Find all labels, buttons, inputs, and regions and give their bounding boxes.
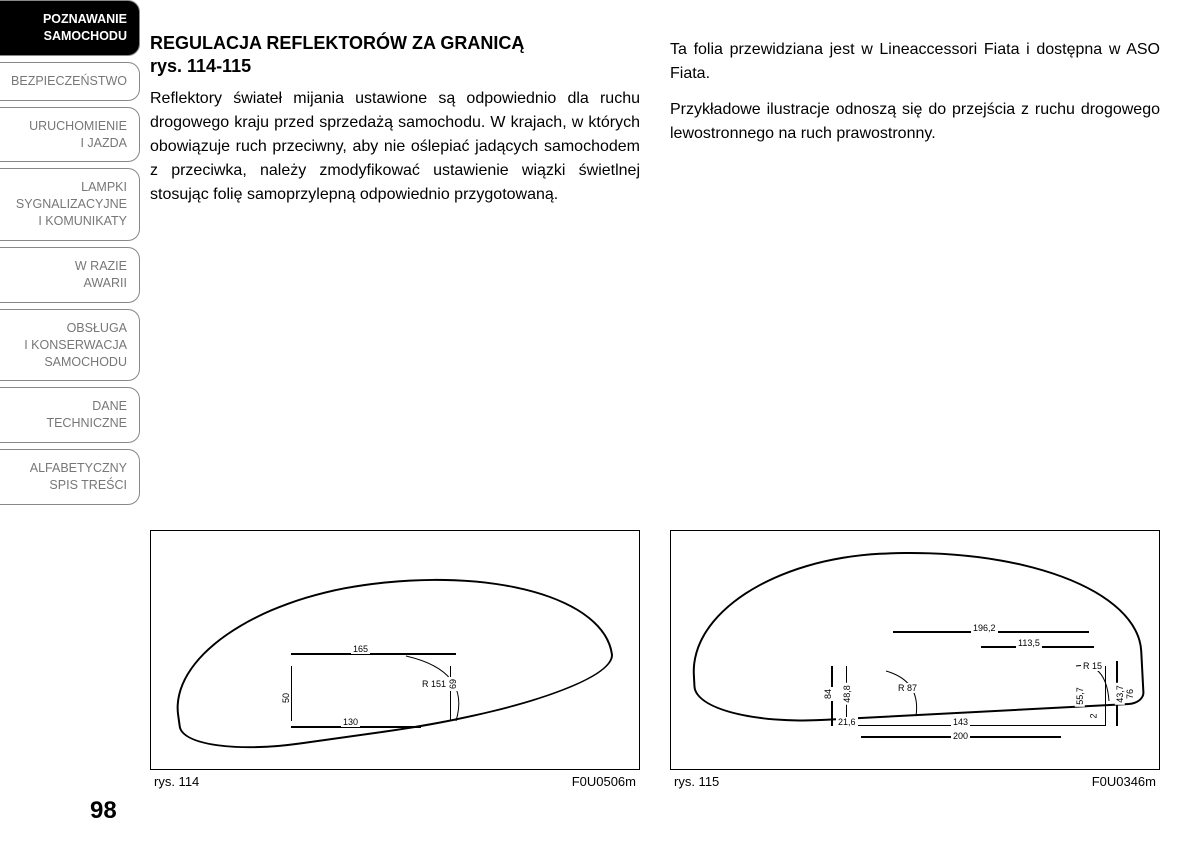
tab-label: TECHNICZNE	[8, 415, 127, 432]
tab-label: ALFABETYCZNY	[8, 460, 127, 477]
tab-label: I KONSERWACJA	[8, 337, 127, 354]
tab-label: SAMOCHODU	[8, 28, 127, 45]
dim-label: R 15	[1081, 661, 1104, 671]
dim-label: 43,7	[1115, 683, 1125, 705]
right-column: Ta folia przewidziana jest w Lineaccesso…	[670, 32, 1160, 207]
radius-arc	[401, 651, 491, 731]
body-paragraph: Reflektory świateł mijania ustawione są …	[150, 87, 640, 207]
tab-label: SAMOCHODU	[8, 354, 127, 371]
dim-label: 200	[951, 731, 970, 741]
dim-label: 21,6	[836, 717, 858, 727]
caption-right: F0U0506m	[572, 774, 636, 789]
heading-line: rys. 114-115	[150, 55, 640, 78]
dim-label: 48,8	[842, 683, 852, 705]
tab-dane[interactable]: DANE TECHNICZNE	[0, 387, 140, 443]
tab-label: SPIS TREŚCI	[8, 477, 127, 494]
tab-label: BEZPIECZEŃSTWO	[8, 73, 127, 90]
dim-label: 69	[448, 677, 458, 691]
headlight-outline	[163, 551, 620, 761]
radius-arc	[881, 666, 941, 726]
dim-label: 55,7	[1075, 685, 1085, 707]
heading-line: REGULACJA REFLEKTORÓW ZA GRANICĄ	[150, 32, 640, 55]
body-paragraph: Przykładowe ilustracje odnoszą się do pr…	[670, 98, 1160, 146]
figure-frame: 165 130 R 151 50 69	[150, 530, 640, 770]
tab-label: OBSŁUGA	[8, 320, 127, 337]
tab-uruchomienie[interactable]: URUCHOMIENIE I JAZDA	[0, 107, 140, 163]
tab-poznawanie[interactable]: POZNAWANIE SAMOCHODU	[0, 0, 140, 56]
dim-label: 143	[951, 717, 970, 727]
figure-114: 165 130 R 151 50 69 rys. 114 F0U0506m	[150, 530, 640, 789]
tab-label: DANE	[8, 398, 127, 415]
tab-label: LAMPKI	[8, 179, 127, 196]
main-content: REGULACJA REFLEKTORÓW ZA GRANICĄ rys. 11…	[150, 32, 1180, 207]
section-heading: REGULACJA REFLEKTORÓW ZA GRANICĄ rys. 11…	[150, 32, 640, 79]
tab-spis[interactable]: ALFABETYCZNY SPIS TREŚCI	[0, 449, 140, 505]
dim-label: 76	[1125, 687, 1135, 701]
dim-label: 84	[823, 687, 833, 701]
body-paragraph: Ta folia przewidziana jest w Lineaccesso…	[670, 38, 1160, 86]
figure-caption: rys. 115 F0U0346m	[670, 774, 1160, 789]
figure-115: 196,2 113,5 84 48,8 R 87 R 15 76 43,7 55…	[670, 530, 1160, 789]
tab-label: SYGNALIZACYJNE	[8, 196, 127, 213]
figures-row: 165 130 R 151 50 69 rys. 114 F0U0506m	[150, 530, 1180, 789]
dim-label: R 151	[420, 679, 448, 689]
sidebar-nav: POZNAWANIE SAMOCHODU BEZPIECZEŃSTWO URUC…	[0, 0, 140, 845]
figure-caption: rys. 114 F0U0506m	[150, 774, 640, 789]
dim-label: 113,5	[1016, 638, 1042, 648]
tab-label: POZNAWANIE	[8, 11, 127, 28]
tab-label: URUCHOMIENIE	[8, 118, 127, 135]
tab-label: AWARII	[8, 275, 127, 292]
left-column: REGULACJA REFLEKTORÓW ZA GRANICĄ rys. 11…	[150, 32, 640, 207]
tab-bezpieczenstwo[interactable]: BEZPIECZEŃSTWO	[0, 62, 140, 101]
caption-left: rys. 115	[674, 774, 719, 789]
tab-obsluga[interactable]: OBSŁUGA I KONSERWACJA SAMOCHODU	[0, 309, 140, 382]
caption-right: F0U0346m	[1092, 774, 1156, 789]
tab-label: W RAZIE	[8, 258, 127, 275]
tab-awaria[interactable]: W RAZIE AWARII	[0, 247, 140, 303]
figure-frame: 196,2 113,5 84 48,8 R 87 R 15 76 43,7 55…	[670, 530, 1160, 770]
dim-label: 2	[1089, 711, 1099, 720]
dim-label: 196,2	[971, 623, 998, 633]
dim-label: 165	[351, 644, 370, 654]
dim-label: R 87	[896, 683, 919, 693]
dim-label: 50	[281, 691, 291, 705]
page-number: 98	[90, 797, 117, 825]
tab-lampki[interactable]: LAMPKI SYGNALIZACYJNE I KOMUNIKATY	[0, 168, 140, 241]
tab-label: I JAZDA	[8, 135, 127, 152]
dim-label: 130	[341, 717, 360, 727]
tab-label: I KOMUNIKATY	[8, 213, 127, 230]
caption-left: rys. 114	[154, 774, 199, 789]
